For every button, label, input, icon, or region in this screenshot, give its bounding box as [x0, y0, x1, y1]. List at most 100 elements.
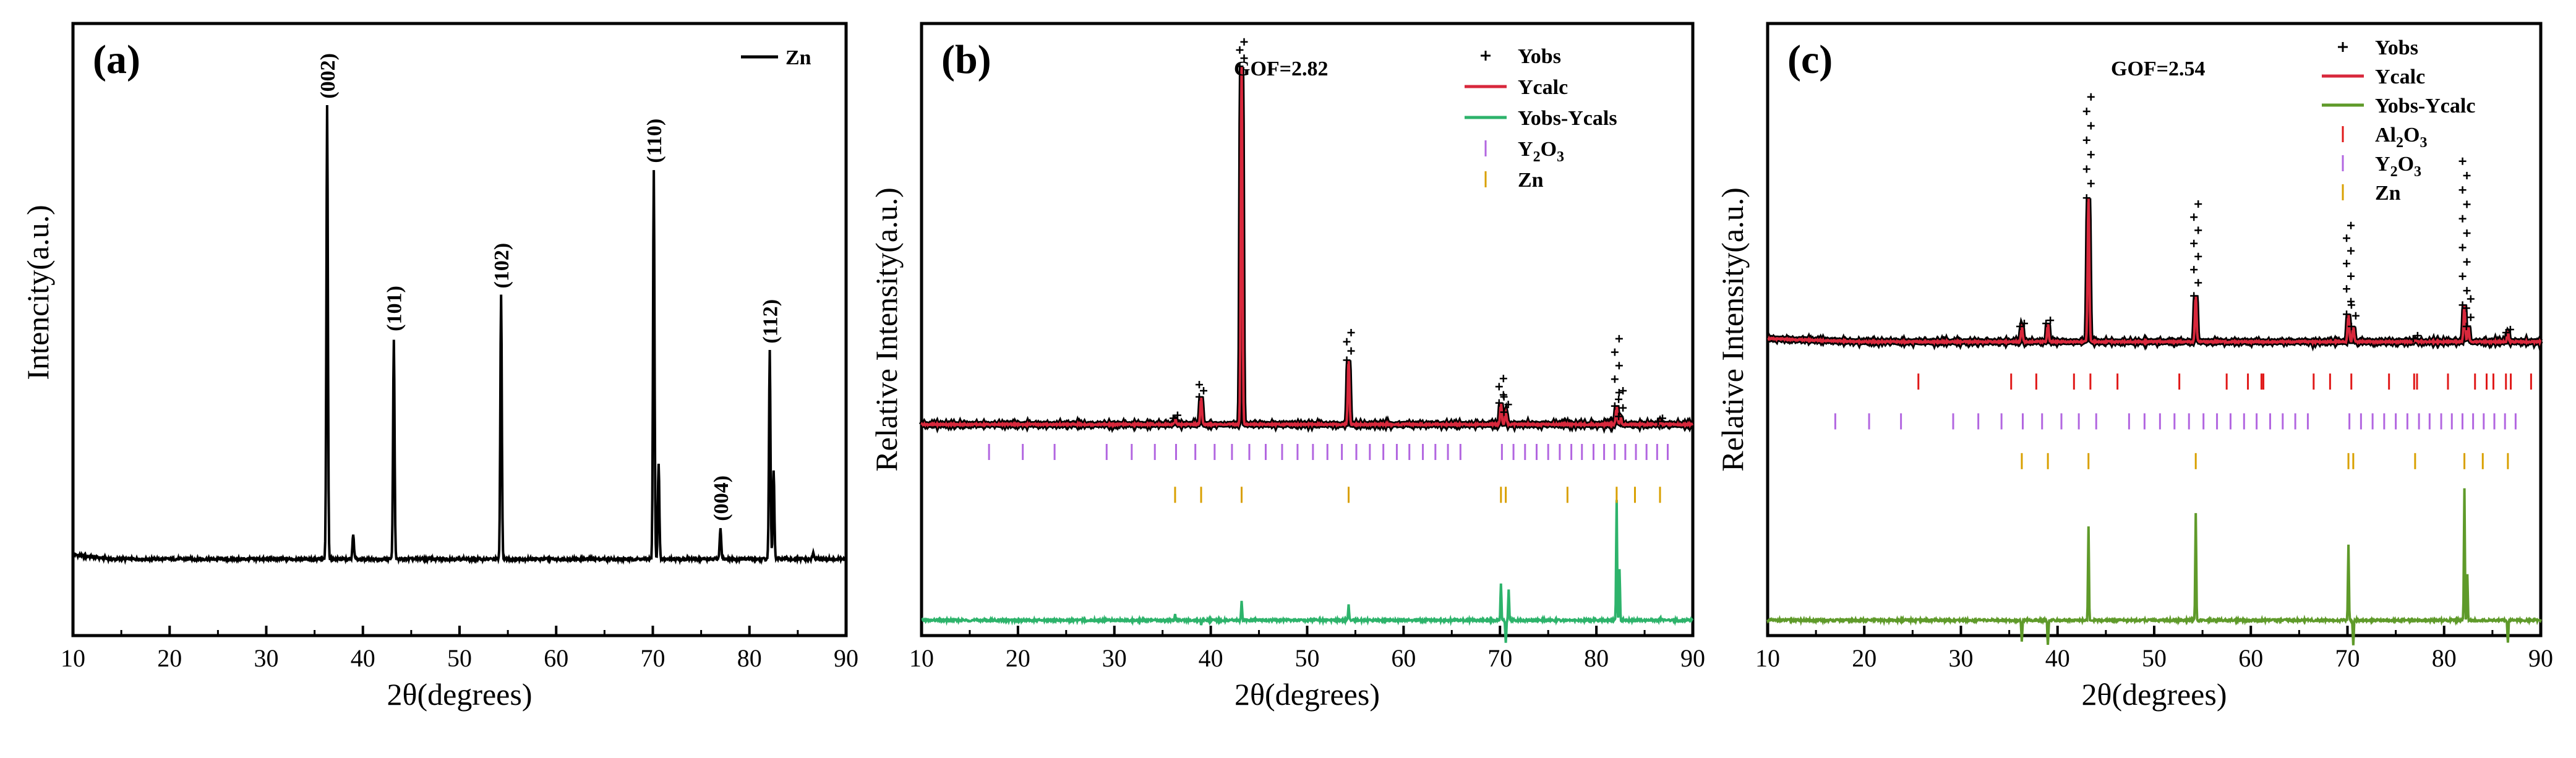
yobs-marker [2190, 266, 2198, 274]
yobs-marker [2462, 323, 2470, 331]
yobs-marker [2463, 229, 2471, 237]
x-tick-label: 80 [737, 644, 762, 672]
yobs-marker [1236, 46, 1244, 54]
yobs-marker [2343, 234, 2351, 242]
legend: Yobs Ycalc Yobs-Ycals Y2O3 Zn [1465, 45, 1617, 192]
x-tick-label: 80 [1584, 644, 1609, 672]
yobs-marker [1659, 414, 1666, 422]
yobs-marker [2082, 194, 2090, 202]
x-tick-label: 40 [351, 644, 375, 672]
yobs-marker [2087, 179, 2095, 187]
yobs-marker [2087, 93, 2095, 101]
yobs-marker [2409, 334, 2417, 343]
x-tick-label: 90 [834, 644, 858, 672]
yobs-marker [2194, 279, 2202, 287]
x-tick-label: 70 [2335, 644, 2360, 672]
yobs-marker [2016, 323, 2024, 331]
x-tick-label: 40 [2045, 644, 2070, 672]
y-axis-label: Relative Intensity(a.u.) [869, 187, 904, 472]
series-ycalc-line [1767, 198, 2542, 347]
x-tick-label: 30 [254, 644, 279, 672]
x-tick-label: 30 [1102, 644, 1127, 672]
yobs-marker [2347, 247, 2355, 255]
yobs-marker [2351, 312, 2360, 320]
yobs-marker [1495, 383, 1503, 391]
yobs-marker [2458, 186, 2467, 194]
yobs-marker [2042, 320, 2050, 328]
x-tick-label: 10 [61, 644, 85, 672]
yobs-marker [2458, 157, 2467, 165]
legend-entry: Ycalc [1518, 76, 1568, 99]
series-yobs-line [1766, 198, 2543, 352]
yobs-marker [2347, 221, 2355, 229]
yobs-marker [1347, 328, 1355, 336]
legend-entry: Al2O3 [2375, 124, 2427, 151]
legend-formula-subscript: 3 [2420, 135, 2427, 151]
reflection-ticks-al2o3 [1917, 373, 2532, 390]
yobs-marker [1495, 399, 1503, 407]
yobs-marker [2458, 301, 2467, 309]
panel-a-zn-pattern: 10 20 30 40 50 60 70 80 90 2θ(degrees) Intencity(a… [20, 22, 858, 712]
yobs-marker [1615, 395, 1623, 403]
yobs-marker [1500, 408, 1508, 416]
yobs-marker [2343, 260, 2351, 268]
legend-formula-subscript: 2 [2396, 135, 2403, 151]
legend-formula-element: Y [2375, 153, 2390, 176]
yobs-marker [2194, 226, 2202, 234]
peak-label: (112) [760, 299, 782, 344]
x-tick-label: 90 [1680, 644, 1705, 672]
peak-label: (002) [317, 53, 340, 99]
yobs-marker [1500, 393, 1508, 401]
reflection-ticks-y2o3 [1834, 413, 2517, 430]
peak-label: (102) [490, 243, 513, 289]
legend-entry: Y2O3 [2375, 153, 2421, 180]
x-tick-label: 80 [2432, 644, 2457, 672]
yobs-marker [1619, 387, 1627, 394]
yobs-marker [2190, 213, 2198, 221]
x-tick-label: 20 [1006, 644, 1030, 672]
yobs-marker [2463, 287, 2471, 295]
yobs-marker [1347, 347, 1355, 355]
x-axis-label: 2θ(degrees) [1235, 677, 1380, 712]
peak-label: (004) [710, 475, 733, 521]
yobs-marker [1615, 412, 1623, 420]
yobs-marker [1240, 54, 1248, 62]
x-tick-label: 30 [1949, 644, 1974, 672]
yobs-marker [2462, 304, 2470, 312]
yobs-marker [1611, 348, 1619, 356]
reflection-ticks-y2o3 [988, 444, 1669, 460]
y-axis-label: Intencity(a.u.) [20, 205, 55, 380]
yobs-marker [1200, 387, 1208, 394]
x-tick-label: 20 [1852, 644, 1876, 672]
legend-formula-element: Y [1518, 138, 1533, 161]
legend-entry: Yobs [1518, 45, 1561, 68]
yobs-marker [2082, 108, 2090, 116]
yobs-marker [1343, 356, 1351, 364]
x-tick-label: 90 [2528, 644, 2553, 672]
yobs-marker [2343, 310, 2351, 318]
legend-plus-marker [1481, 51, 1491, 61]
series-zn-line [72, 104, 847, 566]
plot-frame [71, 22, 848, 637]
x-axis-label: 2θ(degrees) [2082, 677, 2227, 712]
yobs-marker [2502, 328, 2510, 336]
legend-formula-element: O [1541, 138, 1557, 161]
yobs-marker [1654, 417, 1662, 425]
yobs-marker [1173, 411, 1181, 419]
yobs-marker [2506, 326, 2514, 333]
yobs-marker [1615, 362, 1623, 370]
x-tick-label: 70 [1487, 644, 1512, 672]
yobs-marker [2047, 317, 2055, 325]
series-difference-line [1766, 488, 2542, 645]
x-tick-label: 50 [447, 644, 472, 672]
panel-c-refinement-al2o3-y2o3-zn: 10 20 30 40 50 60 70 80 90 2θ(degrees) Relative In… [1715, 22, 2553, 712]
peak-label: (101) [383, 286, 406, 331]
yobs-marker [2087, 151, 2095, 159]
legend-formula-subscript: 2 [1533, 149, 1541, 165]
panel-label: (a) [93, 37, 140, 82]
yobs-marker [1196, 393, 1204, 401]
x-axis-label: 2θ(degrees) [387, 677, 533, 712]
yobs-marker [2082, 165, 2090, 173]
gof-annotation: GOF=2.54 [2111, 57, 2206, 80]
